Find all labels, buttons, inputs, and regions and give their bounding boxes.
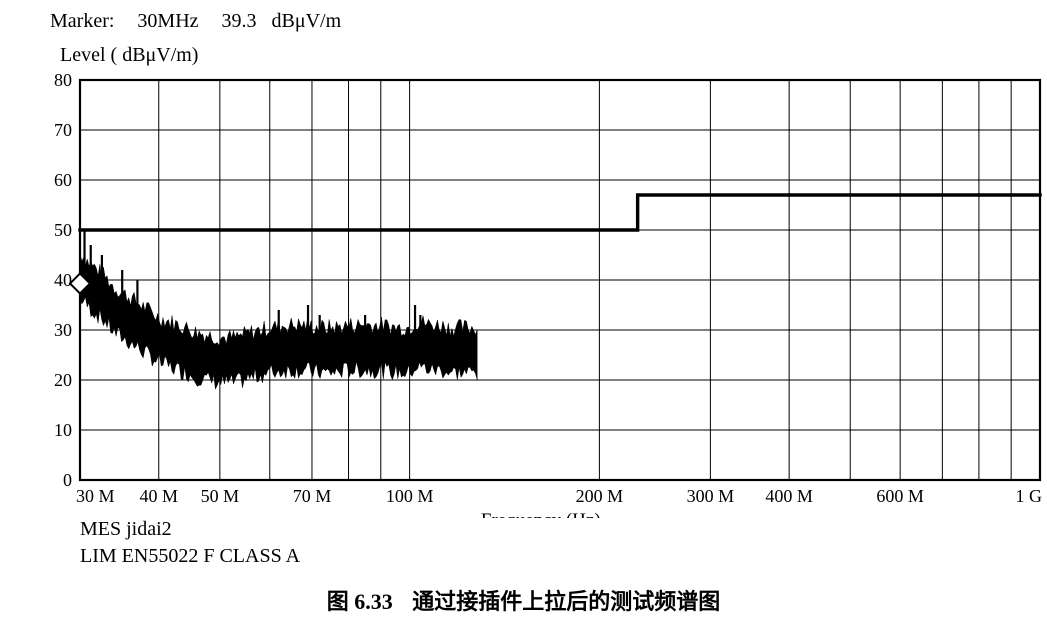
marker-label: Marker: [50,10,114,32]
footer-notes: MES jidai2 LIM EN55022 F CLASS A [80,516,300,570]
svg-text:50: 50 [54,220,72,240]
svg-text:30: 30 [54,320,72,340]
svg-text:60: 60 [54,170,72,190]
svg-text:100 M: 100 M [386,486,434,506]
svg-text:1 G: 1 G [1016,486,1043,506]
svg-text:70: 70 [54,120,72,140]
note-lim: LIM EN55022 F CLASS A [80,543,300,570]
svg-text:200 M: 200 M [576,486,624,506]
svg-text:40: 40 [54,270,72,290]
emc-spectrum-figure: Marker: 30MHz 39.3 dBμV/m Level ( dBμV/m… [0,0,1047,630]
chart-svg: 0 10 20 30 40 50 60 70 80 30 M 40 M 50 M 70 M 100 M 20… [20,68,1047,518]
figure-caption: 图 6.33 通过接插件上拉后的测试频谱图 [0,584,1047,616]
svg-text:400 M: 400 M [765,486,813,506]
svg-text:30 M: 30 M [76,486,115,506]
chart: 0 10 20 30 40 50 60 70 80 30 M 40 M 50 M 70 M 100 M 20… [20,68,1047,523]
y-axis-title: Level ( dBμV/m) [60,44,198,67]
marker-freq: 30MHz [137,10,198,32]
svg-text:70 M: 70 M [293,486,332,506]
svg-text:10: 10 [54,420,72,440]
marker-level: 39.3 [222,10,257,32]
figure-title: 通过接插件上拉后的测试频谱图 [412,589,720,614]
figure-number: 图 6.33 [327,589,393,614]
svg-text:50 M: 50 M [201,486,240,506]
svg-text:20: 20 [54,370,72,390]
svg-text:80: 80 [54,70,72,90]
marker-line: Marker: 30MHz 39.3 dBμV/m [50,10,341,33]
marker-unit: dBμV/m [272,10,342,32]
note-mes: MES jidai2 [80,516,300,543]
svg-text:Frequency (Hz): Frequency (Hz) [481,510,601,518]
svg-text:0: 0 [63,470,72,490]
svg-text:40 M: 40 M [140,486,179,506]
svg-text:600 M: 600 M [876,486,924,506]
svg-text:300 M: 300 M [687,486,735,506]
